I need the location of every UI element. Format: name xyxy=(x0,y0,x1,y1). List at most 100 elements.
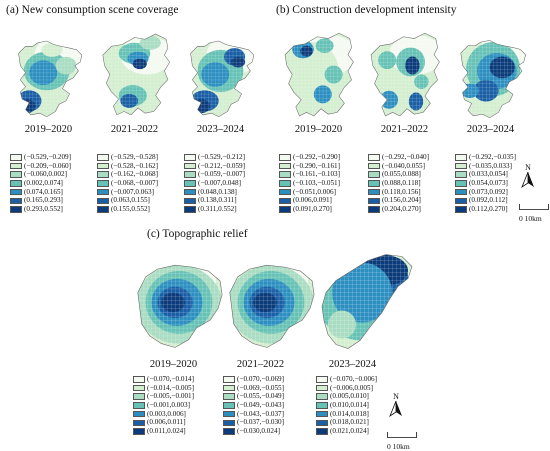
legend-swatch xyxy=(223,419,235,427)
legend-item: (−0.006,0.005] xyxy=(316,384,377,393)
legend-item: (−0.005,−0.001] xyxy=(133,392,194,401)
legend-item: (−0.049,−0.043] xyxy=(223,401,284,410)
legend-swatch xyxy=(223,376,235,383)
panel-c-year-3: 2023–2024 xyxy=(328,359,377,370)
legend-item: (−0.068,−0.007] xyxy=(97,179,158,188)
legend-swatch xyxy=(184,162,196,170)
legend-swatch xyxy=(223,428,235,435)
legend-label: (0.006,0.091] xyxy=(293,196,332,205)
map-3 xyxy=(190,40,255,118)
legend-swatch xyxy=(316,393,328,400)
legend-label: (0.002,0.074] xyxy=(24,179,63,188)
legend-label: (0.048,0.138] xyxy=(198,187,237,196)
legend-swatch xyxy=(455,197,467,205)
legend-label: (−0.059,−0.007] xyxy=(198,170,246,179)
legend-swatch xyxy=(279,197,291,205)
legend-label: (0.014,0.018] xyxy=(330,409,369,418)
panel-a-year-3: 2023–2024 xyxy=(196,124,245,135)
legend-swatch xyxy=(10,162,22,170)
legend-swatch xyxy=(97,188,109,196)
legend-label: (−0.529,−0.212] xyxy=(198,153,246,161)
map-7 xyxy=(137,264,223,348)
legend-label: (−0.292,−0.040] xyxy=(382,153,430,161)
legend-item: (−0.040,0.055] xyxy=(368,162,429,171)
legend-item: (0.048,0.138] xyxy=(184,188,245,197)
legend-label: (0.018,0.021] xyxy=(330,418,369,427)
map-5 xyxy=(370,32,440,117)
legend-label: (0.204,0.270] xyxy=(382,205,421,214)
legend-item: (−0.059,−0.007] xyxy=(184,170,245,179)
legend-item: (0.018,0.021] xyxy=(316,418,377,427)
legend-swatch xyxy=(279,206,291,213)
legend-item: (0.010,0.014] xyxy=(316,401,377,410)
legend-swatch xyxy=(368,188,380,196)
legend-label: (−0.007,0.063] xyxy=(111,187,154,196)
map-1 xyxy=(18,40,83,118)
legend-swatch xyxy=(97,180,109,187)
legend-swatch xyxy=(316,428,328,435)
legend-swatch xyxy=(133,419,145,427)
legend-swatch xyxy=(133,428,145,435)
legend-label: (0.003,0.006] xyxy=(147,409,186,418)
scale-bar-b: 0 10km xyxy=(519,197,549,223)
legend-item: (−0.055,−0.049] xyxy=(223,392,284,401)
legend-item: (−0.292,−0.040] xyxy=(368,153,429,162)
map-4 xyxy=(284,32,354,117)
legend-label: (−0.528,−0.162] xyxy=(111,161,159,170)
legend-label: (−0.006,0.005] xyxy=(330,383,373,392)
legend-swatch xyxy=(97,162,109,170)
legend-swatch xyxy=(184,171,196,178)
legend-swatch xyxy=(455,188,467,196)
legend-swatch xyxy=(133,402,145,409)
legend-swatch xyxy=(316,410,328,418)
legend-label: (−0.161,−0.103] xyxy=(293,170,341,179)
legend-label: (0.006,0.011] xyxy=(147,418,186,427)
legend-item: (0.073,0.092] xyxy=(455,188,516,197)
legend-label: (0.165,0.293] xyxy=(24,196,63,205)
legend-item: (−0.528,−0.162] xyxy=(97,162,158,171)
legend-item: (−0.007,0.063] xyxy=(97,188,158,197)
legend-label: (−0.049,−0.043] xyxy=(237,401,285,410)
legend-item: (−0.209,−0.060] xyxy=(10,162,71,171)
legend-swatch xyxy=(455,206,467,213)
legend-swatch xyxy=(223,384,235,392)
legend-swatch xyxy=(133,376,145,383)
panel-b-year-3: 2023–2024 xyxy=(466,124,515,135)
legend-label: (−0.290,−0.161] xyxy=(293,161,341,170)
legend-label: (0.293,0.552] xyxy=(24,205,63,214)
legend-swatch xyxy=(184,197,196,205)
legend-label: (−0.529,−0.209] xyxy=(24,153,72,161)
legend-item: (0.311,0.552] xyxy=(184,205,245,214)
legend-label: (0.118,0.156] xyxy=(382,187,421,196)
legend-item: (−0.007,0.048] xyxy=(184,179,245,188)
legend-c-2023-2024: (−0.070,−0.006] (−0.006,0.005] (0.005,0.01… xyxy=(316,375,377,436)
legend-swatch xyxy=(97,154,109,161)
legend-swatch xyxy=(279,162,291,170)
north-arrow-b: N xyxy=(518,163,538,193)
legend-swatch xyxy=(279,188,291,196)
legend-a-2023-2024: (−0.529,−0.212] (−0.212,−0.059] (−0.059,−0… xyxy=(184,153,245,214)
legend-item: (−0.162,−0.068] xyxy=(97,170,158,179)
legend-label: (−0.529,−0.528] xyxy=(111,153,159,161)
legend-label: (0.010,0.014] xyxy=(330,401,369,410)
legend-item: (0.293,0.552] xyxy=(10,205,71,214)
legend-label: (−0.070,−0.069] xyxy=(237,375,285,383)
legend-swatch xyxy=(368,154,380,161)
legend-label: (−0.040,0.055] xyxy=(382,161,425,170)
legend-label: (−0.014,−0.005] xyxy=(147,383,195,392)
panel-b-year-2: 2021–2022 xyxy=(380,124,429,135)
legend-label: (0.092,0.112] xyxy=(469,196,508,205)
legend-swatch xyxy=(316,402,328,409)
legend-item: (0.088,0.118] xyxy=(368,179,429,188)
map-6 xyxy=(460,40,526,119)
legend-label: (0.021,0.024] xyxy=(330,427,369,436)
legend-label: (−0.292,−0.290] xyxy=(293,153,341,161)
legend-item: (0.014,0.018] xyxy=(316,410,377,419)
panel-c-year-2: 2021–2022 xyxy=(236,359,285,370)
scale-bar-c: 0 10km xyxy=(387,425,417,451)
legend-swatch xyxy=(279,171,291,178)
legend-label: (−0.103,−0.051] xyxy=(293,179,341,188)
legend-swatch xyxy=(184,180,196,187)
legend-item: (−0.161,−0.103] xyxy=(279,170,340,179)
legend-item: (0.054,0.073] xyxy=(455,179,516,188)
